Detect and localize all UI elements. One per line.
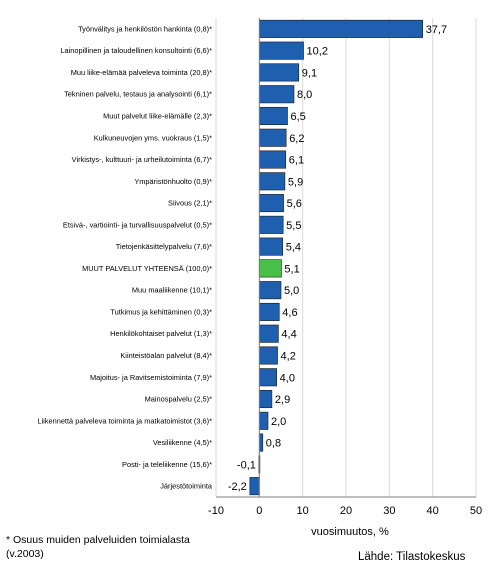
bar xyxy=(259,85,295,104)
bar xyxy=(249,477,260,496)
bar xyxy=(259,128,287,147)
bar xyxy=(259,237,284,256)
footnote: * Osuus muiden palveluiden toimialasta (… xyxy=(6,534,190,560)
bar xyxy=(259,106,288,125)
bar xyxy=(259,368,277,387)
x-tick-label: 50 xyxy=(470,505,482,517)
bar xyxy=(259,259,282,278)
value-label: 4,6 xyxy=(282,307,297,319)
bars xyxy=(249,19,424,496)
bar xyxy=(259,215,284,234)
bar xyxy=(259,411,269,430)
value-label: 6,1 xyxy=(289,155,304,167)
value-label: 4,2 xyxy=(281,350,296,362)
x-tick-label: 30 xyxy=(383,505,395,517)
x-axis-label: vuosimuutos, % xyxy=(311,526,389,538)
bar xyxy=(259,150,287,169)
value-label: 4,0 xyxy=(280,372,295,384)
category-label: Tekninen palvelu, testaus ja analysointi… xyxy=(64,90,212,99)
x-tick-label: 10 xyxy=(297,505,309,517)
category-label: Muut palvelut liike-elämälle (2,3)* xyxy=(103,111,212,120)
source-note: Lähde: Tilastokeskus xyxy=(358,551,466,563)
category-label: Liikennettä palveleva toiminta ja matkat… xyxy=(37,416,212,425)
bar xyxy=(259,63,300,82)
value-label: 8,0 xyxy=(297,89,312,101)
value-label: 5,6 xyxy=(287,198,302,210)
category-label: Etsivä-, vartiointi- ja turvallisuuspalv… xyxy=(63,220,212,229)
category-label: MUUT PALVELUT YHTEENSÄ (100,0)* xyxy=(82,264,212,273)
value-label: 9,1 xyxy=(302,67,317,79)
value-label: 2,0 xyxy=(271,416,286,428)
value-label: 6,5 xyxy=(291,111,306,123)
value-label: 4,4 xyxy=(281,329,296,341)
x-tick-labels: -10 0 10 20 30 40 50 xyxy=(208,505,482,517)
bar xyxy=(259,19,424,38)
value-label: 0,8 xyxy=(266,438,281,450)
value-label: 6,2 xyxy=(289,133,304,145)
value-label: 5,9 xyxy=(288,176,303,188)
category-label: Posti- ja teleliikenne (15,6)* xyxy=(122,460,212,469)
value-label: -2,2 xyxy=(228,481,247,493)
category-label: Järjestötoiminta xyxy=(160,482,213,491)
gridlines xyxy=(215,18,477,497)
value-labels: 37,7 10,2 9,1 8,0 6,5 6,2 6,1 5,9 5,6 5,5 5,4 5,1 5,… xyxy=(228,24,447,493)
bar xyxy=(259,390,273,409)
bar xyxy=(259,172,286,191)
bar xyxy=(259,302,280,321)
category-label: Tietojenkäsittelypalvelu (7,6)* xyxy=(116,242,212,251)
bar xyxy=(259,41,304,60)
value-label: -0,1 xyxy=(237,459,256,471)
category-label: Majoitus- ja Ravitsemistoiminta (7,9)* xyxy=(90,373,212,382)
category-label: Mainospalvelu (2,5)* xyxy=(145,395,212,404)
axes xyxy=(216,18,476,498)
bar xyxy=(259,346,278,365)
category-label: Ympäristönhuolto (0,9)* xyxy=(134,177,212,186)
category-label: Henkilökohtaiset palvelut (1,3)* xyxy=(110,329,212,338)
category-label: Muu liike-elämää palveleva toiminta (20,… xyxy=(71,68,212,77)
category-label: Virkistys-, kulttuuri- ja urheilutoimint… xyxy=(72,155,212,164)
category-label: Vesiliikenne (4,5)* xyxy=(153,438,212,447)
category-label: Lainopillinen ja taloudellinen konsultoi… xyxy=(60,46,212,55)
category-label: Kiinteistöalan palvelut (8,4)* xyxy=(120,351,212,360)
value-label: 5,1 xyxy=(284,263,299,275)
x-tick-label: 0 xyxy=(256,505,262,517)
value-label: 5,4 xyxy=(286,242,301,254)
x-tick-label: 40 xyxy=(427,505,439,517)
value-label: 37,7 xyxy=(426,24,447,36)
x-tick-label: 20 xyxy=(340,505,352,517)
x-tick-label: -10 xyxy=(208,505,224,517)
value-label: 10,2 xyxy=(307,46,328,58)
category-label: Tutkimus ja kehittäminen (0,3)* xyxy=(110,307,212,316)
category-label: Kulkuneuvojen yms. vuokraus (1,5)* xyxy=(94,133,212,142)
category-label: Työnvälitys ja henkilöstön hankinta (0,8… xyxy=(78,24,212,33)
category-labels: Työnvälitys ja henkilöstön hankinta (0,8… xyxy=(37,24,212,490)
value-label: 5,0 xyxy=(284,285,299,297)
value-label: 5,5 xyxy=(286,220,301,232)
bar xyxy=(259,281,282,300)
bar xyxy=(259,194,284,213)
category-label: Siivous (2,1)* xyxy=(168,199,212,208)
value-label: 2,9 xyxy=(275,394,290,406)
bar xyxy=(259,433,264,452)
bar xyxy=(259,324,279,343)
category-label: Muu maaliikenne (10,1)* xyxy=(132,286,212,295)
